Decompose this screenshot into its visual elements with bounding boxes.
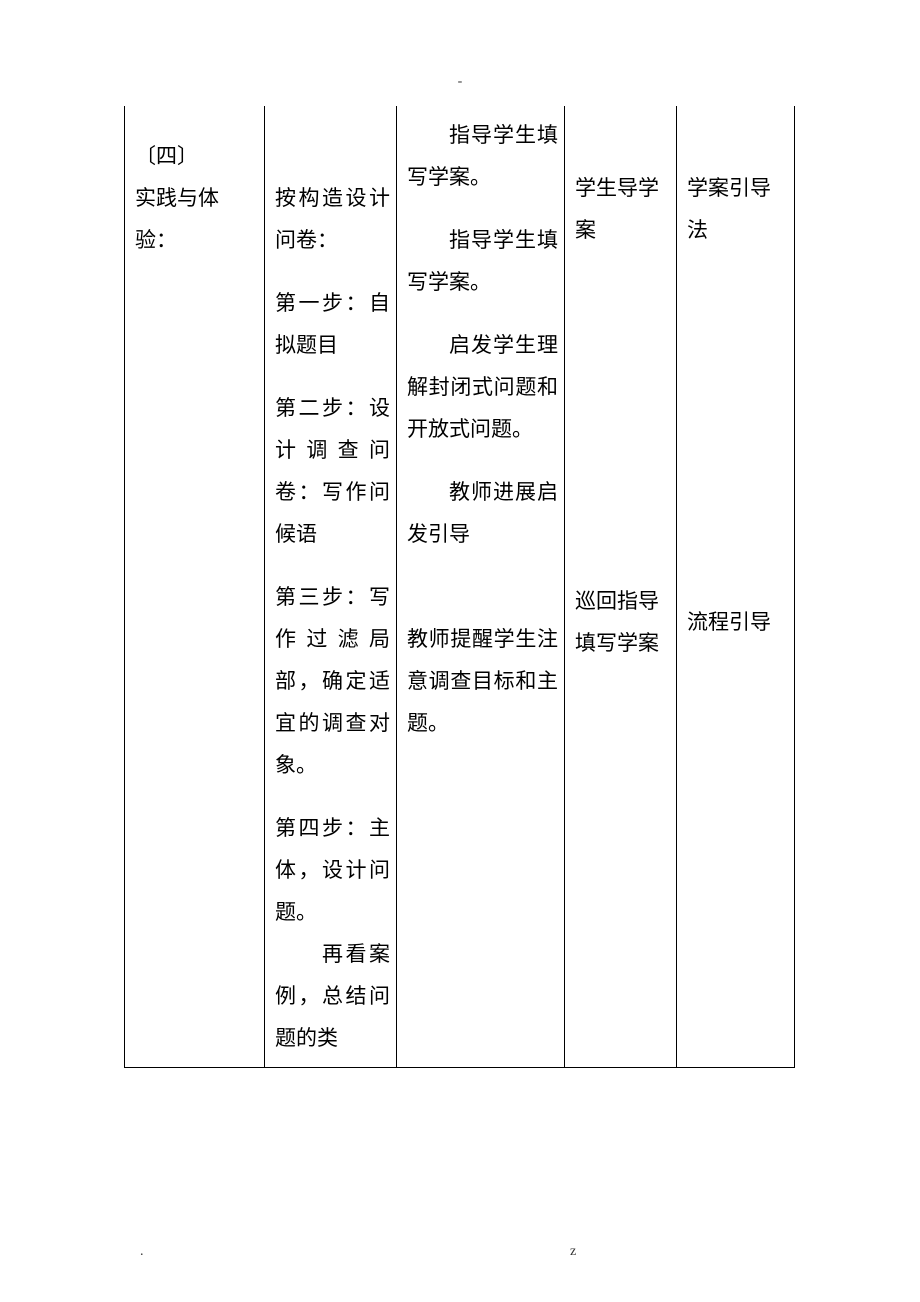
teacher-p4: 教师进展启发引导	[407, 471, 558, 555]
step-review: 再看案例，总结问题的类	[275, 933, 390, 1059]
footer-z: z	[570, 1238, 576, 1266]
header-dash: -	[458, 68, 463, 96]
teacher-p1: 指导学生填写学案。	[407, 114, 558, 198]
cell-method: 学案引导法 流程引导	[677, 106, 795, 1068]
method-p2: 流程引导	[687, 601, 788, 643]
cell-teacher-activity: 指导学生填写学案。 指导学生填写学案。 启发学生理解封闭式问题和开放式问题。 教…	[397, 106, 565, 1068]
section-title: 实践与体验：	[135, 177, 258, 261]
section-number: 〔四〕	[135, 135, 258, 177]
step-3: 第三步：写作过滤局部，确定适宜的调查对象。	[275, 576, 390, 786]
footer-dot: .	[140, 1238, 144, 1266]
cell-section: 〔四〕 实践与体验：	[125, 106, 265, 1068]
step-2: 第二步：设计调查问卷：写作问候语	[275, 387, 390, 555]
student-p1: 学生导学案	[575, 167, 670, 251]
steps-intro: 按构造设计问卷：	[275, 177, 390, 261]
teacher-p5: 教师提醒学生注意调查目标和主题。	[407, 618, 558, 744]
lesson-plan-table: 〔四〕 实践与体验： 按构造设计问卷： 第一步：自拟题目 第二步：设计调查问卷：…	[124, 106, 795, 1068]
method-p1: 学案引导法	[687, 167, 788, 251]
table-row: 〔四〕 实践与体验： 按构造设计问卷： 第一步：自拟题目 第二步：设计调查问卷：…	[125, 106, 795, 1068]
teacher-p2: 指导学生填写学案。	[407, 219, 558, 303]
student-p3: 填写学案	[575, 622, 670, 664]
cell-steps: 按构造设计问卷： 第一步：自拟题目 第二步：设计调查问卷：写作问候语 第三步：写…	[265, 106, 397, 1068]
lesson-plan-table-wrap: 〔四〕 实践与体验： 按构造设计问卷： 第一步：自拟题目 第二步：设计调查问卷：…	[124, 106, 794, 1068]
step-1: 第一步：自拟题目	[275, 282, 390, 366]
student-p2: 巡回指导	[575, 580, 670, 622]
cell-student-activity: 学生导学案 巡回指导 填写学案	[565, 106, 677, 1068]
teacher-p3: 启发学生理解封闭式问题和开放式问题。	[407, 324, 558, 450]
step-4: 第四步：主体，设计问题。	[275, 807, 390, 933]
